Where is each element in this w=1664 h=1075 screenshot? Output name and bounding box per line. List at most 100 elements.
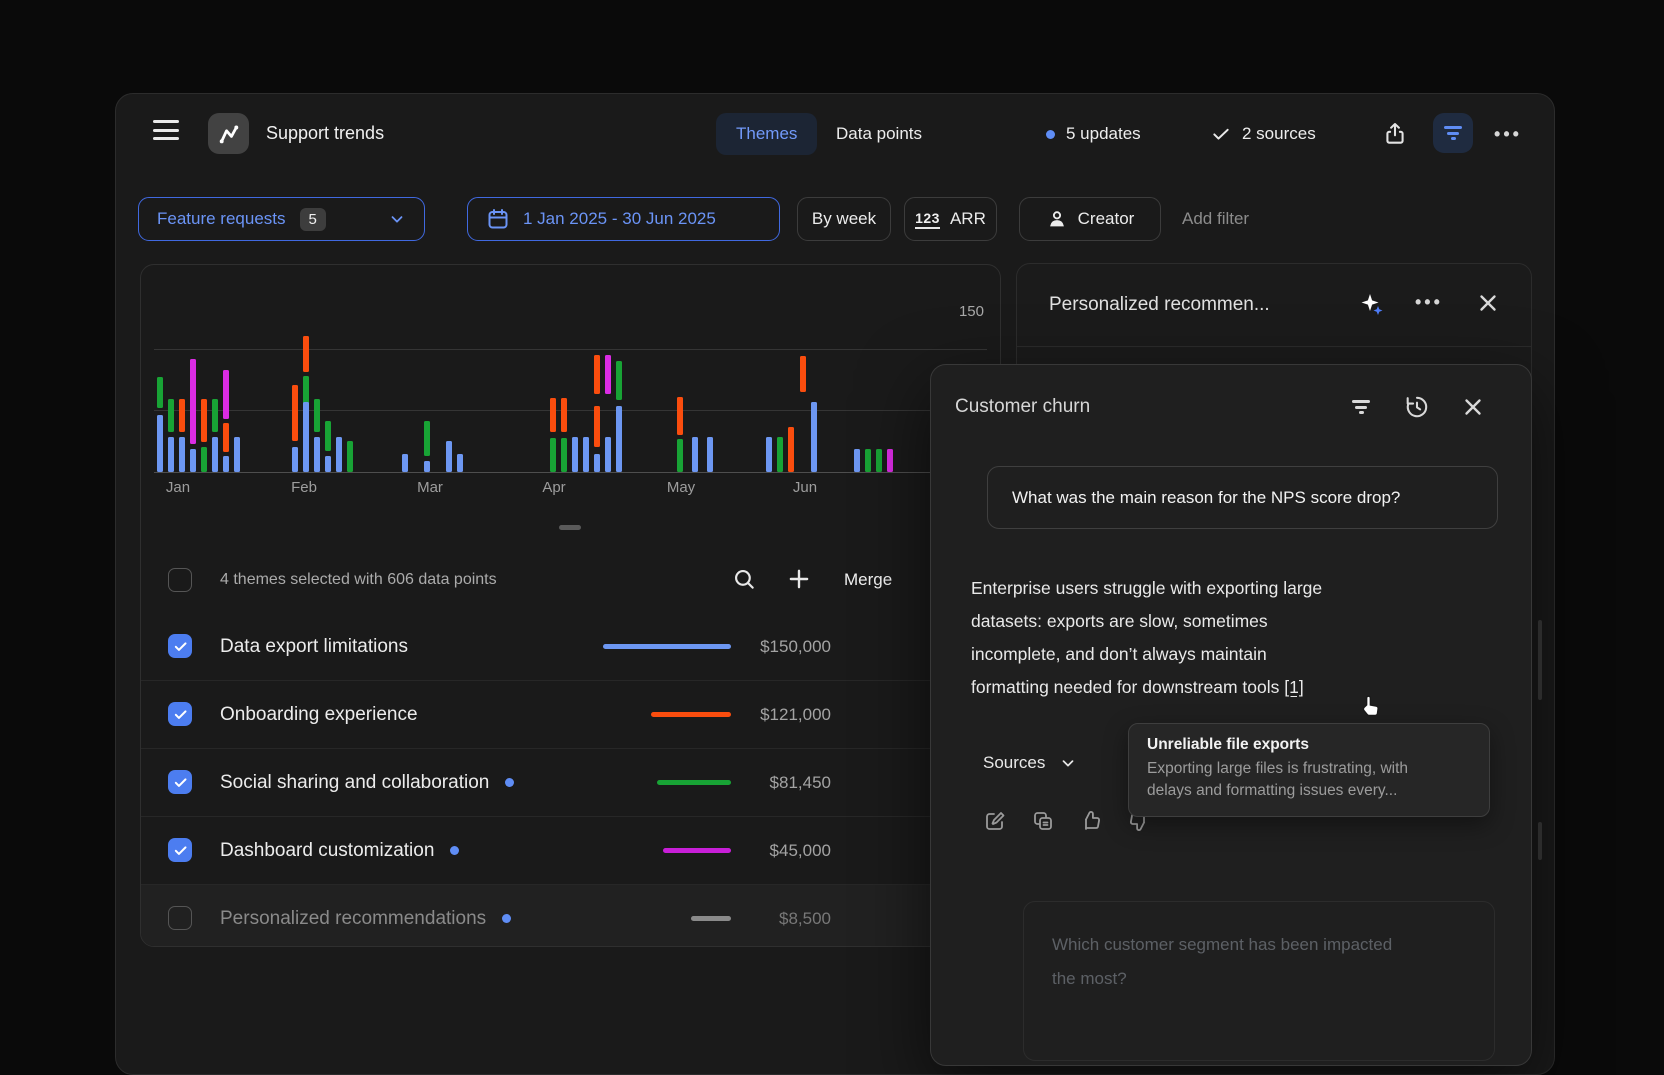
chevron-down-icon — [1063, 760, 1074, 767]
calendar-icon — [488, 209, 508, 229]
bar-chart-plot — [154, 335, 987, 472]
history-button[interactable] — [1397, 387, 1437, 427]
bar-segment — [887, 449, 893, 472]
select-all-checkbox[interactable] — [168, 568, 192, 592]
theme-row[interactable]: Data export limitations $150,000 204 — [141, 613, 1000, 680]
number-123-icon: 123 — [915, 210, 940, 229]
sources-dropdown-label: Sources — [983, 753, 1046, 772]
ai-sparkle-button[interactable] — [1357, 290, 1387, 320]
answer-paragraph: Enterprise users struggle with exporting… — [971, 572, 1441, 704]
search-themes-button[interactable] — [731, 566, 757, 592]
bar-segment — [594, 453, 600, 472]
merge-button[interactable]: Merge — [844, 570, 893, 589]
edit-icon — [986, 812, 1005, 830]
question-text: What was the main reason for the NPS sco… — [1012, 487, 1401, 507]
arr-label: ARR — [949, 209, 986, 228]
thumbs-up-button[interactable] — [1079, 809, 1103, 833]
bar-segment — [223, 370, 229, 419]
theme-checkbox[interactable] — [168, 702, 192, 726]
scrollbar-thumb[interactable] — [1538, 822, 1542, 860]
bar-segment — [594, 354, 600, 395]
bar-segment — [212, 399, 218, 432]
close-icon — [1480, 295, 1496, 311]
more-options-button[interactable]: ••• — [1494, 123, 1522, 144]
updates-status[interactable]: 5 updates — [1046, 113, 1141, 155]
edit-answer-button[interactable] — [983, 809, 1007, 833]
bar-segment — [223, 422, 229, 452]
bar-segment — [292, 446, 298, 472]
app-logo-trend-icon — [208, 113, 249, 154]
bar-segment — [854, 449, 860, 472]
tab-data-points[interactable]: Data points — [836, 124, 922, 143]
bar-segment — [707, 436, 713, 472]
creator-chip[interactable]: Creator — [1019, 197, 1161, 241]
citation-tooltip: Unreliable file exports Exporting large … — [1128, 723, 1490, 817]
bar-segment — [424, 461, 430, 472]
sources-status[interactable]: 2 sources — [1211, 113, 1316, 155]
theme-row[interactable]: Personalized recommendations $8,500 60 + — [141, 884, 1000, 946]
bar-segment — [424, 421, 430, 456]
question-bubble: What was the main reason for the NPS sco… — [987, 466, 1498, 529]
update-dot-icon — [502, 914, 512, 923]
theme-checkbox[interactable] — [168, 770, 192, 794]
plus-icon — [789, 569, 809, 589]
update-dot-icon — [505, 778, 515, 787]
bar-segment — [811, 402, 817, 472]
bar-segment — [616, 406, 622, 472]
bar-segment — [179, 436, 185, 472]
theme-filter-dropdown[interactable]: Feature requests 5 — [138, 197, 425, 241]
theme-row[interactable]: Social sharing and collaboration $81,450… — [141, 748, 1000, 816]
followup-question-suggestion[interactable]: Which customer segment has been impacted… — [1023, 901, 1495, 1061]
citation-link[interactable]: [1] — [1284, 677, 1304, 697]
tooltip-body: Exporting large files is frustrating, wi… — [1147, 760, 1409, 799]
creator-label: Creator — [1077, 209, 1135, 228]
share-button[interactable] — [1374, 113, 1416, 155]
bar-segment — [777, 436, 783, 472]
bar-segment — [303, 376, 309, 413]
updates-label: 5 updates — [1066, 124, 1141, 143]
churn-close-button[interactable] — [1453, 387, 1493, 427]
bar-segment — [347, 440, 353, 472]
theme-row[interactable]: Dashboard customization $45,000 100 + — [141, 816, 1000, 884]
gridline-75 — [154, 410, 987, 411]
theme-checkbox[interactable] — [168, 838, 192, 862]
panel-close-button[interactable] — [1475, 290, 1501, 316]
scrollbar-thumb[interactable] — [1538, 620, 1542, 700]
bar-segment — [201, 399, 207, 442]
theme-trend-line — [663, 848, 731, 853]
month-label: May — [666, 479, 696, 496]
bar-segment — [800, 355, 806, 392]
bar-segment — [550, 437, 556, 472]
bar-segment — [234, 436, 240, 472]
theme-arr-value: $8,500 — [779, 908, 831, 928]
add-theme-button[interactable] — [786, 566, 812, 592]
bar-segment — [179, 399, 185, 432]
bar-segment — [616, 361, 622, 400]
by-week-chip[interactable]: By week — [797, 197, 891, 241]
theme-trend-line — [651, 712, 731, 717]
filter-view-button[interactable] — [1433, 113, 1473, 153]
hamburger-menu-icon[interactable] — [153, 120, 179, 140]
theme-checkbox[interactable] — [168, 634, 192, 658]
panel-more-button[interactable]: ••• — [1415, 292, 1443, 312]
bar-segment — [303, 335, 309, 372]
bar-segment — [876, 449, 882, 472]
chart-resize-handle[interactable] — [559, 525, 581, 530]
bar-segment — [190, 358, 196, 445]
add-filter-button[interactable]: Add filter — [1182, 209, 1250, 228]
customer-churn-panel: Customer churn What was the main reason … — [930, 364, 1532, 1066]
bar-segment — [336, 436, 342, 472]
copy-answer-button[interactable] — [1031, 809, 1055, 833]
tab-themes[interactable]: Themes — [716, 113, 818, 155]
sources-dropdown[interactable]: Sources — [983, 743, 1077, 783]
arr-metric-chip[interactable]: 123 ARR — [904, 197, 997, 241]
theme-row[interactable]: Onboarding experience $121,000 178 — [141, 680, 1000, 748]
bar-segment — [692, 436, 698, 472]
churn-filter-button[interactable] — [1341, 387, 1381, 427]
date-range-picker[interactable]: 1 Jan 2025 - 30 Jun 2025 — [467, 197, 780, 241]
bar-segment — [457, 453, 463, 472]
theme-checkbox[interactable] — [168, 906, 192, 930]
bar-segment — [865, 449, 871, 472]
check-icon — [1213, 128, 1229, 140]
theme-filter-label: Feature requests — [157, 209, 286, 228]
